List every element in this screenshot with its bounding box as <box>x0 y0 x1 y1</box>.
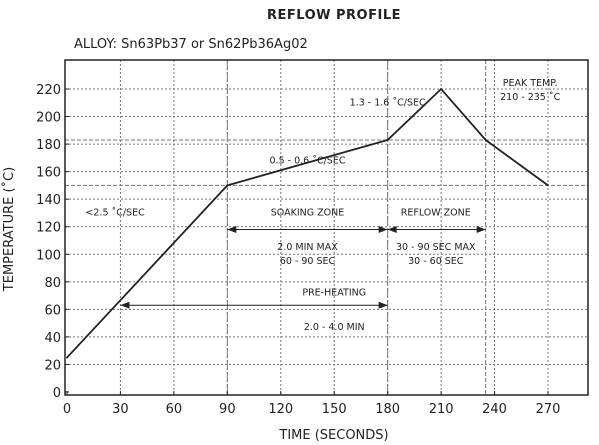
x-axis-label: TIME (SECONDS) <box>278 428 388 443</box>
annotation-ramp1: <2.5 ˚C/SEC <box>85 208 145 219</box>
reflow-arrow-head-left <box>387 225 397 233</box>
series <box>66 87 549 359</box>
x-tick-label: 60 <box>166 402 183 417</box>
x-axis-ticks: 0 30 60 90 120 150 180 210 240 270 <box>63 391 561 417</box>
x-tick-label: 180 <box>375 402 400 417</box>
data-point <box>484 139 487 141</box>
y-tick-label: 160 <box>36 166 61 181</box>
data-point <box>66 356 68 359</box>
y-tick-label: 220 <box>36 83 61 98</box>
x-tick-label: 270 <box>536 402 561 417</box>
y-tick-label: 40 <box>44 331 61 346</box>
preheat-arrow-head-left <box>120 301 130 309</box>
annotation-ramp2: 1.3 - 1.6 ˚C/SEC <box>350 98 426 109</box>
annotation-preheat-time: 2.0 - 4.0 MIN <box>304 322 365 333</box>
annotation-preheat: PRE-HEATING <box>302 288 366 299</box>
soak-arrow-head-left <box>227 225 237 233</box>
y-tick-label: 120 <box>36 221 61 236</box>
y-axis-label: TEMPERATURE (˚C) <box>1 167 17 292</box>
y-tick-label: 0 <box>53 386 61 401</box>
annotations: <2.5 ˚C/SEC 0.5 - 0.6 ˚C/SEC 1.3 - 1.6 ˚C/… <box>85 78 560 333</box>
annotation-soak-sec: 60 - 90 SEC <box>280 256 336 267</box>
annotation-reflow-max: 30 - 90 SEC MAX <box>396 242 476 253</box>
x-tick-label: 120 <box>268 402 293 417</box>
y-tick-label: 180 <box>36 138 61 153</box>
y-tick-label: 60 <box>44 303 61 318</box>
y-tick-label: 140 <box>36 193 61 208</box>
x-tick-label: 150 <box>322 402 347 417</box>
y-tick-label: 200 <box>36 111 61 126</box>
data-point <box>547 184 549 187</box>
plot-frame <box>64 59 589 396</box>
annotation-reflow-sec: 30 - 60 SEC <box>408 256 464 267</box>
reference-lines <box>65 60 588 395</box>
zone-arrows <box>120 225 486 309</box>
reflow-arrow-head-right <box>476 225 486 233</box>
x-tick-label: 90 <box>219 402 236 417</box>
y-tick-label: 100 <box>36 248 61 263</box>
y-axis-ticks: 0 20 40 60 80 100 120 140 160 180 200 220 <box>36 83 69 401</box>
data-point <box>440 88 443 90</box>
grid <box>65 60 588 395</box>
y-tick-label: 80 <box>44 276 61 291</box>
annotation-soak-zone: SOAKING ZONE <box>271 208 344 219</box>
x-tick-label: 30 <box>112 402 129 417</box>
annotation-soak-rate: 0.5 - 0.6 ˚C/SEC <box>270 155 346 166</box>
annotation-soak-max: 2.0 MIN MAX <box>277 242 338 253</box>
annotation-peak-range: 210 - 235 ˚C <box>500 92 561 103</box>
soak-arrow-head-right <box>378 225 388 233</box>
annotation-peak-label: PEAK TEMP. <box>503 78 558 89</box>
x-tick-label: 210 <box>429 402 454 417</box>
data-point <box>226 184 229 187</box>
x-tick-label: 0 <box>63 402 71 417</box>
y-tick-label: 20 <box>44 358 61 373</box>
annotation-reflow-zone: REFLOW ZONE <box>401 208 471 219</box>
chart-title: REFLOW PROFILE <box>267 8 401 23</box>
chart-subtitle: ALLOY: Sn63Pb37 or Sn62Pb36Ag02 <box>74 37 308 52</box>
series-line-0 <box>66 87 549 359</box>
data-point <box>386 139 389 141</box>
preheat-arrow-head-right <box>378 301 388 309</box>
x-tick-label: 240 <box>482 402 507 417</box>
